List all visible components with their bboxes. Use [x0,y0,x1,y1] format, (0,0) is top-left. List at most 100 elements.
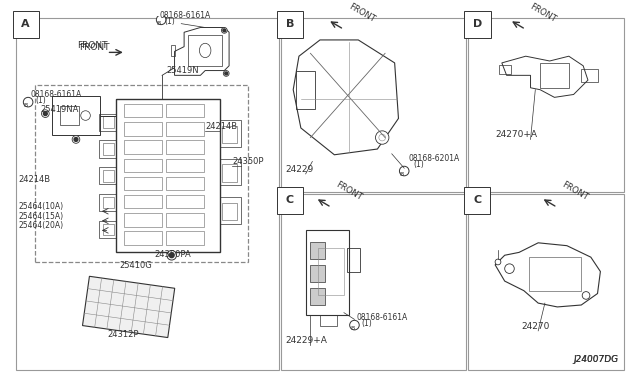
Bar [468,18,624,192]
Text: 24270+A: 24270+A [495,131,537,140]
Bar [99,194,116,211]
Circle shape [582,292,590,299]
Text: (1): (1) [36,96,47,105]
Bar [166,104,204,118]
Bar [222,126,237,143]
Text: B: B [24,103,28,108]
Circle shape [223,29,226,32]
Bar [83,276,175,337]
Text: 24214B: 24214B [205,122,237,131]
Bar [124,122,162,136]
Bar [296,71,316,109]
Text: C: C [285,196,294,205]
Text: FRONT: FRONT [77,41,108,49]
Circle shape [225,72,228,75]
Bar [60,106,79,125]
Bar [347,248,360,272]
Text: B: B [400,172,404,177]
Bar [103,170,115,182]
Bar [166,158,204,172]
Bar [124,158,162,172]
Text: J24007DG: J24007DG [573,355,619,364]
Text: 24350P: 24350P [232,157,264,166]
Bar [310,242,324,259]
Text: 25410G: 25410G [119,261,152,270]
Bar [320,315,337,326]
Bar [124,213,162,227]
Text: 24214B: 24214B [19,176,51,185]
Text: 24312P: 24312P [108,330,139,339]
Text: 25464(15A): 25464(15A) [19,212,64,221]
Text: 08168-6201A: 08168-6201A [408,154,460,163]
Circle shape [81,111,90,120]
Circle shape [74,138,78,141]
Bar [529,257,581,291]
Bar [581,69,598,82]
Circle shape [169,253,174,258]
Text: B: B [285,19,294,29]
Text: 08168-6161A: 08168-6161A [31,90,83,99]
Text: A: A [21,19,30,29]
Bar [124,177,162,190]
Text: (1): (1) [361,319,372,328]
Text: B: B [350,326,354,331]
Circle shape [399,166,409,176]
Bar [99,113,116,131]
Bar [281,194,467,370]
Text: 25464(20A): 25464(20A) [19,221,64,230]
Circle shape [156,15,166,25]
Bar [166,195,204,208]
Text: 25419N: 25419N [167,66,200,76]
Bar [103,224,115,235]
Bar [166,213,204,227]
Text: (1): (1) [164,17,175,26]
Circle shape [349,320,359,330]
Text: D: D [473,19,483,29]
Bar [103,143,115,155]
Bar [52,96,100,135]
Text: J24007DG: J24007DG [573,355,619,364]
Bar [166,122,204,136]
Text: FRONT: FRONT [529,1,558,24]
Text: B: B [157,21,161,26]
Circle shape [495,259,501,265]
Bar [220,158,241,185]
Circle shape [42,110,49,118]
Bar [166,177,204,190]
Circle shape [376,131,389,144]
Text: 25419NA: 25419NA [40,105,79,113]
Bar [281,18,467,192]
Text: FRONT: FRONT [79,44,109,52]
Bar [99,221,116,238]
Bar [310,288,324,305]
Text: 24270: 24270 [521,322,549,331]
Text: 24350PA: 24350PA [154,250,191,259]
Circle shape [167,250,177,260]
Circle shape [44,112,47,116]
Text: 24229: 24229 [285,165,314,174]
Text: FRONT: FRONT [334,180,364,202]
Bar [16,18,279,370]
Text: 24229+A: 24229+A [285,336,328,345]
Bar [220,197,241,224]
Bar [124,231,162,245]
Text: 08168-6161A: 08168-6161A [356,313,408,322]
Text: 08168-6161A: 08168-6161A [159,11,211,20]
Bar [99,167,116,185]
Bar [188,35,222,66]
Circle shape [505,264,515,273]
Bar [222,164,237,182]
Bar [35,85,248,262]
Bar [124,195,162,208]
Bar [499,65,511,74]
Text: 25464(10A): 25464(10A) [19,202,64,211]
Bar [468,194,624,370]
Circle shape [23,97,33,107]
Text: C: C [473,196,481,205]
Circle shape [72,136,80,143]
Bar [103,116,115,128]
Circle shape [221,28,227,33]
Bar [318,248,344,295]
Circle shape [223,71,229,76]
Text: (1): (1) [414,160,424,169]
